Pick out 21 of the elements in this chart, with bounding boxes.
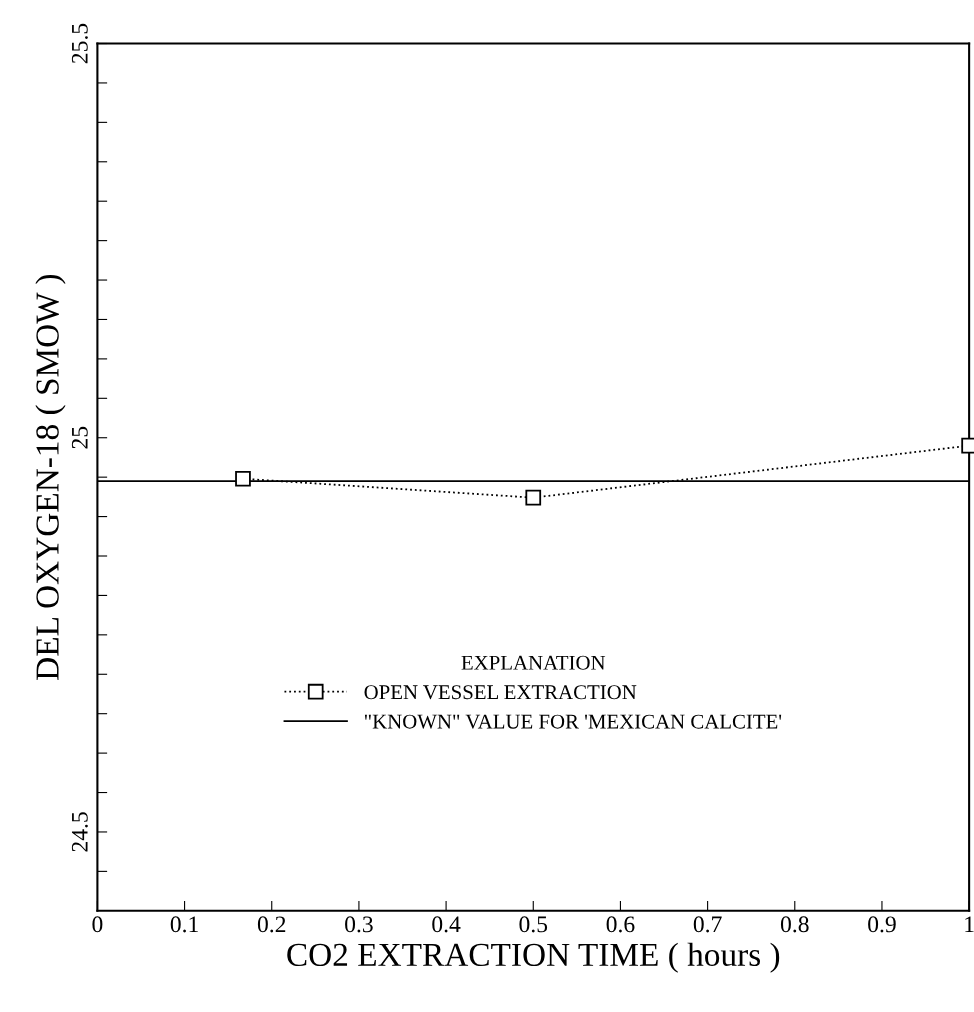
x-tick-label: 0.2	[257, 916, 286, 933]
y-tick-label: 24.5	[71, 812, 88, 852]
x-tick-label: 0.3	[345, 916, 373, 933]
legend-label: OPEN VESSEL EXTRACTION	[364, 685, 637, 700]
y-tick-label: 25	[71, 426, 88, 449]
x-tick-label: 0.9	[868, 916, 896, 933]
y-tick-label: 25.5	[71, 23, 88, 64]
x-tick-label: 0.4	[432, 916, 461, 933]
x-tick-label: 0	[92, 916, 103, 933]
x-tick-label: 0.8	[780, 916, 809, 933]
x-tick-label: 0.1	[170, 916, 198, 933]
point	[235, 470, 251, 487]
y-axis-title: DEL OXYGEN-18 ( SMOW )	[35, 274, 66, 680]
x-tick-label: 0.6	[606, 916, 635, 933]
x-tick-label: 0.7	[693, 916, 722, 933]
x-tick-label: 0.5	[519, 916, 548, 933]
legend-label: "KNOWN" VALUE FOR 'MEXICAN CALCITE'	[364, 714, 782, 729]
point	[525, 489, 542, 506]
x-tick-label: 1	[965, 916, 974, 933]
x-axis-title: CO2 EXTRACTION TIME ( hours )	[287, 942, 780, 973]
legend-title: EXPLANATION	[461, 655, 606, 670]
